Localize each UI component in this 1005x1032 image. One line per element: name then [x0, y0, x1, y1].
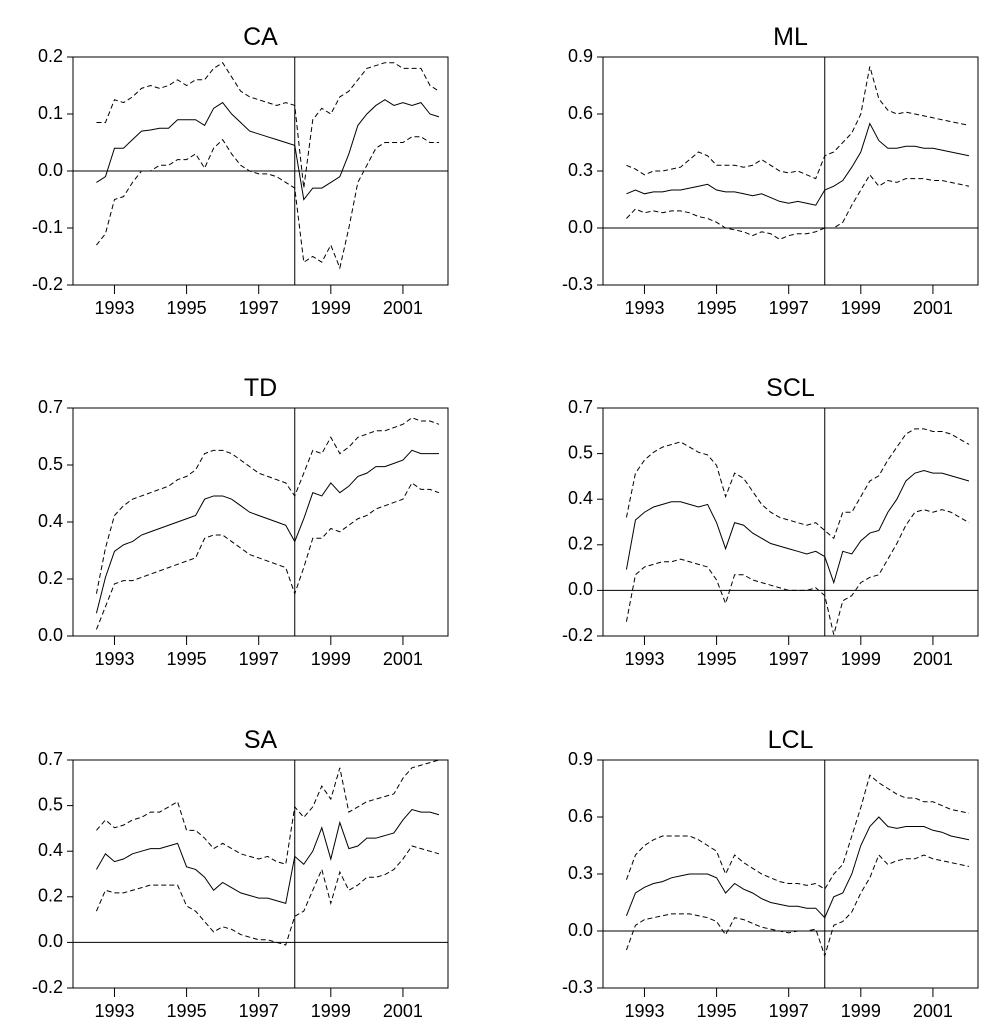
- panel-title: SA: [244, 726, 278, 754]
- panel: CA -0.2 -0.1 0.0 0.1 0.2 1993 1995 1997 1999 2001: [32, 23, 449, 318]
- x-tick-label: 1999: [311, 298, 351, 318]
- y-tick-label: 0.4: [38, 840, 63, 860]
- y-tick-label: 0.7: [38, 749, 63, 769]
- y-tick-label: -0.2: [32, 977, 63, 997]
- x-tick-label: 2001: [383, 1001, 423, 1021]
- band-line: [625, 774, 970, 890]
- y-tick-label: 0.0: [38, 160, 63, 180]
- y-tick-label: 0.4: [38, 511, 63, 531]
- x-tick-label: 2001: [383, 298, 423, 318]
- x-tick-label: 1995: [167, 1001, 207, 1021]
- y-tick-label: -0.3: [562, 977, 593, 997]
- x-tick-label: 1997: [769, 298, 809, 318]
- y-tick-label: 0.9: [568, 46, 593, 66]
- panel: TD 0.0 0.2 0.4 0.5 0.7 1993 1995 1997 1999 2001: [38, 374, 449, 669]
- estimate-line: [625, 816, 970, 919]
- x-tick-label: 1995: [167, 649, 207, 669]
- y-tick-label: -0.1: [32, 217, 63, 237]
- x-tick-label: 1997: [239, 298, 279, 318]
- estimate-line: [96, 808, 440, 904]
- x-tick-label: 1995: [167, 298, 207, 318]
- x-tick-label: 2001: [913, 649, 953, 669]
- band-line: [626, 173, 970, 240]
- panel-title: CA: [243, 23, 278, 51]
- estimate-line: [625, 470, 970, 585]
- y-tick-label: 0.2: [38, 46, 63, 66]
- y-tick-label: 0.0: [568, 920, 593, 940]
- estimate-line: [626, 122, 970, 206]
- x-tick-label: 1995: [697, 298, 737, 318]
- x-tick-label: 1993: [624, 1001, 664, 1021]
- band-line: [625, 428, 970, 540]
- panel-title: ML: [773, 23, 808, 51]
- x-tick-label: 1999: [311, 649, 351, 669]
- y-tick-label: 0.5: [38, 794, 63, 814]
- x-tick-label: 1993: [94, 649, 134, 669]
- y-tick-label: 0.7: [568, 397, 593, 417]
- plot-frame: [72, 759, 449, 989]
- x-tick-label: 1993: [94, 1001, 134, 1021]
- estimate-line: [95, 449, 439, 614]
- band-line: [95, 482, 440, 630]
- estimate-line: [96, 99, 440, 201]
- y-tick-label: 0.0: [38, 931, 63, 951]
- plot-frame: [602, 759, 979, 989]
- band-line: [625, 509, 970, 635]
- y-tick-label: 0.3: [568, 160, 593, 180]
- band-line: [96, 62, 440, 189]
- panel-title: LCL: [768, 726, 814, 754]
- y-tick-label: 0.1: [38, 103, 63, 123]
- panel: SA -0.2 0.0 0.2 0.4 0.5 0.7 1993 1995 1997 1999 200…: [32, 726, 449, 1021]
- x-tick-label: 1997: [239, 649, 279, 669]
- band-line: [95, 845, 440, 946]
- x-tick-label: 2001: [383, 649, 423, 669]
- y-tick-label: -0.3: [562, 274, 593, 294]
- y-tick-label: 0.9: [568, 749, 593, 769]
- y-tick-label: 0.6: [568, 103, 593, 123]
- band-line: [625, 854, 970, 958]
- x-tick-label: 1995: [697, 1001, 737, 1021]
- y-tick-label: 0.3: [568, 863, 593, 883]
- y-tick-label: 0.2: [568, 534, 593, 554]
- band-line: [96, 136, 439, 270]
- band-line: [96, 759, 440, 865]
- y-tick-label: 0.2: [38, 568, 63, 588]
- y-tick-label: 0.5: [38, 454, 63, 474]
- x-tick-label: 1997: [239, 1001, 279, 1021]
- panel: ML -0.3 0.0 0.3 0.6 0.9 1993 1995 1997 1999 2001: [562, 23, 979, 318]
- panel-title: TD: [244, 374, 277, 402]
- y-tick-label: 0.0: [38, 625, 63, 645]
- x-tick-label: 1997: [769, 1001, 809, 1021]
- panel: LCL -0.3 0.0 0.3 0.6 0.9 1993 1995 1997 1999 2001: [562, 726, 979, 1021]
- x-tick-label: 2001: [913, 1001, 953, 1021]
- x-tick-label: 1993: [94, 298, 134, 318]
- y-tick-label: -0.2: [32, 274, 63, 294]
- x-tick-label: 1993: [624, 649, 664, 669]
- panel: SCL -0.2 0.0 0.2 0.4 0.5 0.7 1993 1995 1997 1999 20…: [562, 374, 979, 669]
- y-tick-label: 0.6: [568, 806, 593, 826]
- x-tick-label: 1999: [841, 649, 881, 669]
- y-tick-label: 0.7: [38, 397, 63, 417]
- panel-title: SCL: [766, 374, 815, 402]
- plot-frame: [72, 407, 449, 637]
- y-tick-label: 0.5: [568, 442, 593, 462]
- x-tick-label: 1999: [311, 1001, 351, 1021]
- x-tick-label: 1999: [841, 1001, 881, 1021]
- x-tick-label: 1997: [769, 649, 809, 669]
- y-tick-label: 0.4: [568, 488, 593, 508]
- plot-frame: [602, 407, 979, 637]
- band-line: [626, 66, 970, 180]
- x-tick-label: 2001: [913, 298, 953, 318]
- y-tick-label: -0.2: [562, 625, 593, 645]
- x-tick-label: 1999: [841, 298, 881, 318]
- x-tick-label: 1993: [624, 298, 664, 318]
- y-tick-label: 0.0: [568, 579, 593, 599]
- y-tick-label: 0.2: [38, 886, 63, 906]
- x-tick-label: 1995: [697, 649, 737, 669]
- y-tick-label: 0.0: [568, 217, 593, 237]
- band-line: [95, 417, 440, 594]
